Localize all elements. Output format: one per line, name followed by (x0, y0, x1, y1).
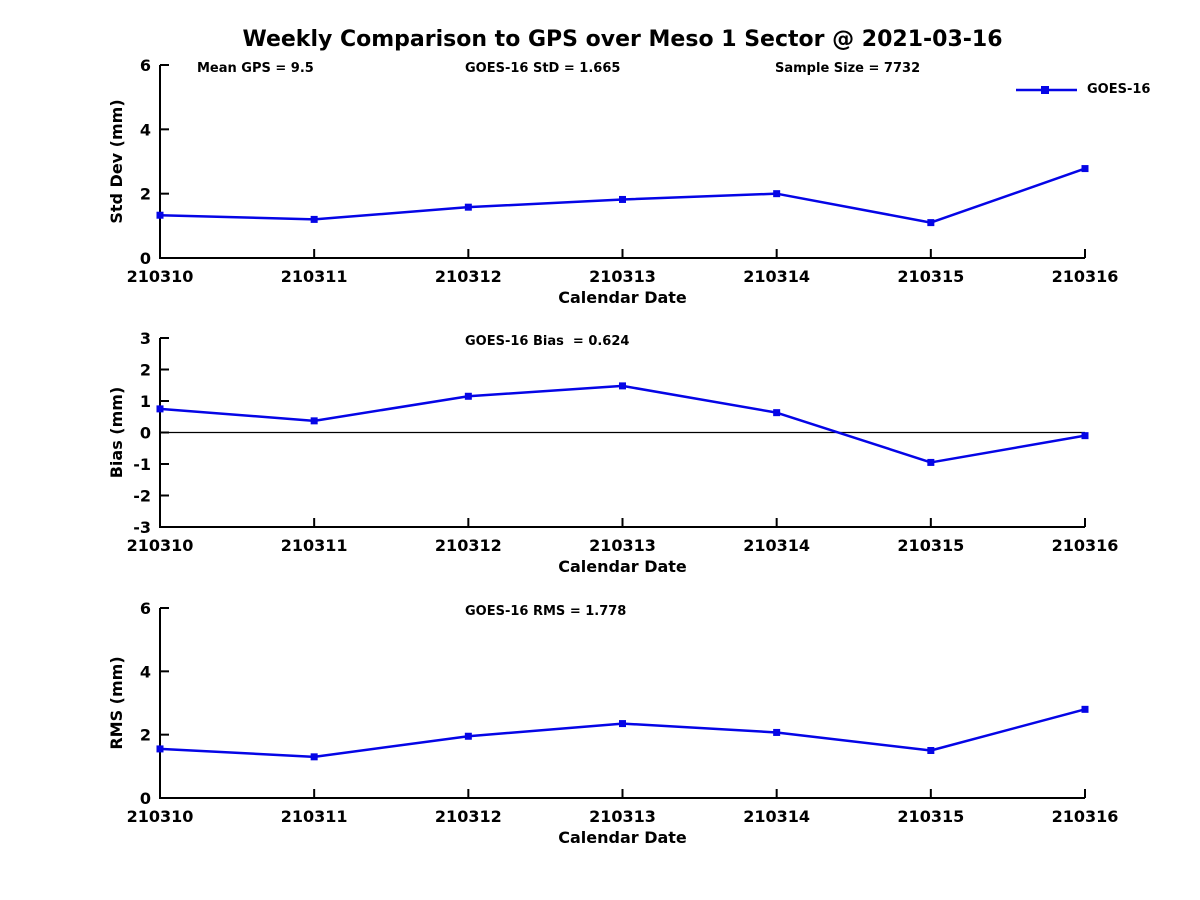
data-point-marker (773, 190, 781, 198)
y-tick-label: 0 (140, 789, 151, 808)
data-point-marker (773, 409, 781, 417)
data-point-marker (927, 219, 935, 227)
y-tick-label: 4 (140, 120, 151, 139)
data-point-marker (1081, 705, 1089, 713)
x-tick-label: 210315 (897, 267, 964, 286)
data-point-marker (464, 732, 472, 740)
x-tick-label: 210316 (1052, 536, 1119, 555)
legend-line-sample (1016, 85, 1077, 94)
axis-std-dev (159, 65, 1085, 259)
data-point-marker (310, 753, 318, 761)
y-tick-label: 6 (140, 599, 151, 618)
y-tick-label: 0 (140, 249, 151, 268)
annotation: GOES-16 RMS = 1.778 (465, 604, 626, 619)
y-tick-label: -1 (133, 455, 151, 474)
x-tick-label: 210312 (435, 536, 502, 555)
legend-marker-icon (1041, 85, 1049, 94)
x-tick-label: 210312 (435, 267, 502, 286)
data-point-marker (619, 382, 626, 390)
y-axis-title: Bias (mm) (107, 387, 126, 479)
data-point-marker (773, 728, 781, 736)
axis-rms (159, 608, 1085, 799)
legend-label: GOES-16 (1087, 82, 1151, 97)
y-tick-label: 2 (140, 726, 151, 745)
series-line (159, 384, 1086, 464)
annotation: GOES-16 StD = 1.665 (465, 61, 620, 76)
series-line (159, 167, 1086, 224)
data-point-marker (310, 417, 318, 425)
y-tick-label: 2 (140, 361, 151, 380)
x-tick-label: 210316 (1052, 807, 1119, 826)
x-tick-label: 210314 (743, 267, 810, 286)
data-point-marker (1081, 165, 1089, 173)
x-tick-label: 210310 (127, 267, 194, 286)
y-tick-label: 1 (140, 392, 151, 411)
data-point-marker (156, 211, 164, 219)
x-tick-label: 210310 (127, 536, 194, 555)
series-line (159, 708, 1086, 759)
y-axis-title: RMS (mm) (107, 656, 126, 749)
data-point-marker (464, 392, 472, 400)
x-tick-label: 210311 (281, 267, 348, 286)
data-point-marker (1081, 432, 1089, 440)
x-tick-label: 210314 (743, 807, 810, 826)
x-tick-label: 210313 (589, 807, 656, 826)
y-tick-label: -2 (133, 487, 151, 506)
x-tick-label: 210315 (897, 536, 964, 555)
x-tick-label: 210311 (281, 536, 348, 555)
x-tick-label: 210312 (435, 807, 502, 826)
data-point-marker (156, 405, 164, 413)
y-tick-label: 2 (140, 185, 151, 204)
x-tick-label: 210313 (589, 267, 656, 286)
x-tick-label: 210310 (127, 807, 194, 826)
annotation: Sample Size = 7732 (775, 61, 920, 76)
x-tick-label: 210313 (589, 536, 656, 555)
x-tick-label: 210315 (897, 807, 964, 826)
y-tick-label: -3 (133, 518, 151, 537)
data-point-marker (619, 195, 626, 203)
data-point-marker (464, 203, 472, 211)
x-axis-title: Calendar Date (558, 288, 687, 307)
x-axis-title: Calendar Date (558, 557, 687, 576)
data-point-marker (619, 720, 626, 728)
y-tick-label: 0 (140, 424, 151, 443)
data-point-marker (927, 747, 935, 754)
data-point-marker (156, 745, 164, 753)
y-tick-label: 4 (140, 662, 151, 681)
data-point-marker (310, 215, 318, 223)
legend: GOES-16 (1016, 82, 1150, 97)
y-tick-label: 6 (140, 56, 151, 75)
x-tick-label: 210314 (743, 536, 810, 555)
figure-title: Weekly Comparison to GPS over Meso 1 Sec… (242, 27, 1003, 52)
x-tick-label: 210316 (1052, 267, 1119, 286)
annotation: GOES-16 Bias = 0.624 (465, 334, 629, 349)
y-tick-label: 3 (140, 329, 151, 348)
x-axis-title: Calendar Date (558, 828, 687, 847)
annotation: Mean GPS = 9.5 (197, 61, 314, 76)
x-tick-label: 210311 (281, 807, 348, 826)
y-axis-title: Std Dev (mm) (107, 99, 126, 223)
data-point-marker (927, 458, 935, 466)
